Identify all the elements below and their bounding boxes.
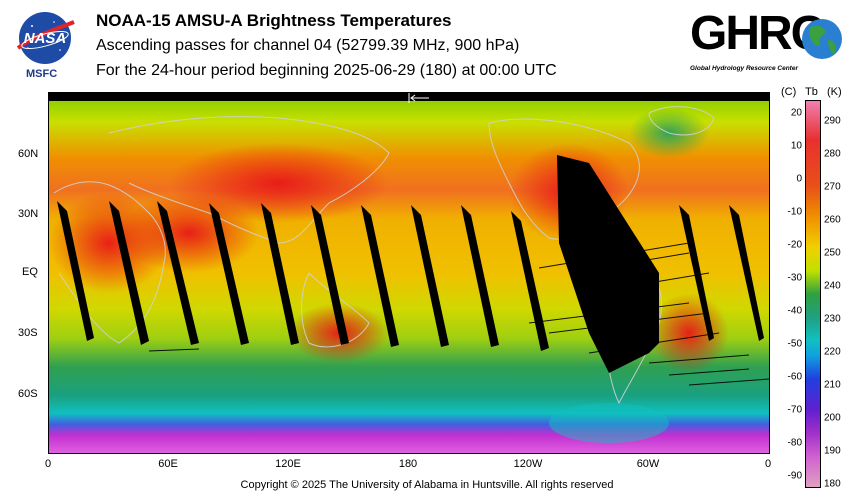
copyright-footer: Copyright © 2025 The University of Alaba… bbox=[240, 479, 614, 491]
colorbar-celsius-label: -90 bbox=[787, 470, 802, 482]
colorbar-celsius-label: -70 bbox=[787, 404, 802, 416]
period-subtitle: For the 24-hour period beginning 2025-06… bbox=[96, 62, 557, 79]
dateline-arrow-icon bbox=[408, 93, 429, 103]
colorbar-kelvin-label: 290 bbox=[824, 115, 841, 127]
lon-label-120e: 120E bbox=[275, 458, 301, 470]
msfc-label: MSFC bbox=[26, 68, 58, 80]
colorbar-unit-label: Tb bbox=[805, 86, 818, 98]
lon-label-0: 0 bbox=[44, 458, 52, 470]
lat-label-60n: 60N bbox=[18, 148, 39, 160]
ghrc-subtitle: Global Hydrology Resource Center bbox=[690, 65, 798, 72]
colorbar-celsius-label: -20 bbox=[787, 239, 802, 251]
colorbar-celsius-label: -40 bbox=[787, 305, 802, 317]
globe-icon bbox=[802, 19, 842, 59]
lat-label-30n: 30N bbox=[18, 208, 39, 220]
colorbar-kelvin-label: 210 bbox=[824, 379, 841, 391]
channel-subtitle: Ascending passes for channel 04 (52799.3… bbox=[96, 37, 520, 54]
colorbar-kelvin-label: 220 bbox=[824, 346, 841, 358]
colorbar-celsius-label: 20 bbox=[790, 107, 802, 119]
colorbar-kelvin-label: 270 bbox=[824, 181, 841, 193]
colorbar-celsius-label: -10 bbox=[787, 206, 802, 218]
lon-label-180: 180 bbox=[398, 458, 418, 470]
lon-label-60w: 60W bbox=[636, 458, 660, 470]
ghrc-logo: GHRC Global Hydrology Resource Center bbox=[688, 7, 848, 78]
colorbar-unit-k: (K) bbox=[827, 86, 842, 98]
lat-label-30s: 30S bbox=[18, 327, 38, 339]
lon-label-0-east: 0 bbox=[764, 458, 772, 470]
colorbar-kelvin-label: 260 bbox=[824, 214, 841, 226]
colorbar-celsius-label: -50 bbox=[787, 338, 802, 350]
brightness-temperature-map bbox=[48, 92, 770, 454]
nasa-wordmark: NASA bbox=[24, 30, 67, 47]
colorbar-celsius-label: -80 bbox=[787, 437, 802, 449]
lon-label-120w: 120W bbox=[513, 458, 543, 470]
colorbar-celsius-label: -30 bbox=[787, 272, 802, 284]
lon-label-60e: 60E bbox=[158, 458, 178, 470]
lat-label-eq: EQ bbox=[22, 266, 38, 278]
colorbar-celsius-label: 0 bbox=[796, 173, 802, 185]
nasa-logo: NASA bbox=[14, 10, 76, 66]
colorbar-kelvin-label: 180 bbox=[824, 478, 841, 490]
lat-label-60s: 60S bbox=[18, 388, 38, 400]
colorbar-kelvin-label: 190 bbox=[824, 445, 841, 457]
colorbar-kelvin-label: 240 bbox=[824, 280, 841, 292]
colorbar-kelvin-label: 200 bbox=[824, 412, 841, 424]
colorbar-celsius-label: -60 bbox=[787, 371, 802, 383]
temperature-colorbar bbox=[805, 100, 821, 488]
colorbar-kelvin-label: 250 bbox=[824, 247, 841, 259]
colorbar-kelvin-label: 230 bbox=[824, 313, 841, 325]
page-title: NOAA-15 AMSU-A Brightness Temperatures bbox=[96, 11, 452, 30]
colorbar-celsius-label: 10 bbox=[790, 140, 802, 152]
colorbar-unit-c: (C) bbox=[781, 86, 797, 98]
colorbar-kelvin-label: 280 bbox=[824, 148, 841, 160]
